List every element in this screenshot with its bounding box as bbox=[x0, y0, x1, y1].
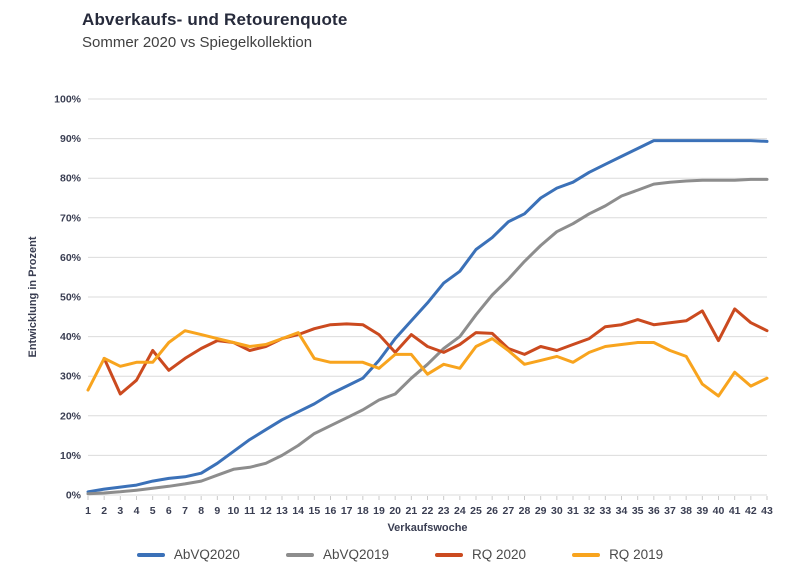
x-tick-label: 6 bbox=[166, 505, 172, 517]
y-tick-label: 40% bbox=[60, 331, 82, 343]
legend-swatch bbox=[285, 552, 314, 557]
x-tick-label: 32 bbox=[583, 505, 595, 517]
series-line-rq-2020 bbox=[102, 307, 769, 396]
x-tick-label: 42 bbox=[745, 505, 757, 517]
legend-label: RQ 2019 bbox=[609, 547, 664, 562]
x-tick-label: 16 bbox=[325, 505, 337, 517]
legend-swatch bbox=[136, 552, 165, 557]
x-tick-label: 27 bbox=[502, 505, 514, 517]
series-line-abvq2020 bbox=[86, 139, 769, 494]
x-tick-label: 43 bbox=[761, 505, 773, 517]
x-tick-label: 17 bbox=[341, 505, 353, 517]
y-tick-label: 60% bbox=[60, 252, 82, 264]
chart-title: Abverkaufs- und Retourenquote bbox=[82, 10, 348, 29]
legend-label: AbVQ2020 bbox=[173, 547, 240, 562]
x-tick-label: 33 bbox=[599, 505, 611, 517]
x-tick-label: 10 bbox=[228, 505, 240, 517]
chart-subtitle: Sommer 2020 vs Spiegelkollektion bbox=[82, 34, 313, 51]
chart-legend: AbVQ2020 AbVQ2019 RQ 2020 RQ 2019 bbox=[0, 547, 800, 562]
x-tick-label: 34 bbox=[616, 505, 628, 517]
x-tick-label: 3 bbox=[117, 505, 123, 517]
y-tick-label: 20% bbox=[60, 410, 82, 422]
legend-label: AbVQ2019 bbox=[322, 547, 390, 562]
x-tick-label: 37 bbox=[664, 505, 676, 517]
x-tick-label: 35 bbox=[632, 505, 644, 517]
legend-item-rq-2020: RQ 2020 bbox=[435, 547, 526, 562]
chart-header: Abverkaufs- und Retourenquote Sommer 202… bbox=[82, 10, 348, 51]
x-tick-label: 29 bbox=[535, 505, 547, 517]
y-axis-title: Entwicklung in Prozent bbox=[27, 236, 39, 357]
x-tick-label: 22 bbox=[422, 505, 434, 517]
x-tick-label: 8 bbox=[198, 505, 204, 517]
x-tick-label: 31 bbox=[567, 505, 579, 517]
x-tick-label: 41 bbox=[729, 505, 741, 517]
x-tick-label: 26 bbox=[486, 505, 498, 517]
x-tick-label: 11 bbox=[244, 505, 255, 517]
y-tick-label: 50% bbox=[60, 292, 82, 304]
x-tick-label: 5 bbox=[150, 505, 156, 517]
x-tick-label: 7 bbox=[182, 505, 188, 517]
x-tick-label: 9 bbox=[214, 505, 220, 517]
y-tick-label: 80% bbox=[60, 173, 82, 185]
x-tick-label: 20 bbox=[389, 505, 401, 517]
legend-label: RQ 2020 bbox=[472, 547, 527, 562]
x-tick-label: 39 bbox=[696, 505, 708, 517]
x-tick-label: 28 bbox=[519, 505, 531, 517]
legend-swatch bbox=[435, 552, 464, 557]
x-tick-label: 38 bbox=[680, 505, 692, 517]
y-tick-label: 10% bbox=[60, 450, 82, 462]
series-line-abvq2019 bbox=[86, 177, 769, 496]
x-tick-label: 2 bbox=[101, 505, 107, 517]
x-tick-label: 21 bbox=[405, 505, 417, 517]
x-tick-label: 14 bbox=[292, 505, 304, 517]
y-tick-label: 90% bbox=[60, 133, 82, 145]
x-axis-title: Verkaufswoche bbox=[387, 522, 467, 534]
x-tick-label: 1 bbox=[85, 505, 91, 517]
x-tick-label: 18 bbox=[357, 505, 369, 517]
legend-swatch bbox=[572, 552, 601, 557]
x-tick-label: 36 bbox=[648, 505, 660, 517]
x-tick-label: 24 bbox=[454, 505, 466, 517]
x-tick-label: 13 bbox=[276, 505, 288, 517]
x-tick-label: 12 bbox=[260, 505, 272, 517]
x-tick-label: 40 bbox=[713, 505, 725, 517]
x-tick-label: 19 bbox=[373, 505, 385, 517]
x-tick-label: 23 bbox=[438, 505, 450, 517]
line-chart: 0%10%20%30%40%50%60%70%80%90%100%1 2 3 4 5 6 7… bbox=[27, 94, 773, 535]
x-tick-label: 4 bbox=[134, 505, 140, 517]
legend-item-abvq2020: AbVQ2020 bbox=[136, 547, 240, 562]
legend-item-abvq2019: AbVQ2019 bbox=[285, 547, 390, 562]
legend-item-rq-2019: RQ 2019 bbox=[572, 547, 663, 562]
x-tick-label: 25 bbox=[470, 505, 482, 517]
y-tick-label: 70% bbox=[60, 212, 82, 224]
y-tick-label: 0% bbox=[66, 490, 82, 502]
y-tick-label: 30% bbox=[60, 371, 82, 383]
series-line-rq-2019 bbox=[86, 329, 769, 398]
y-tick-label: 100% bbox=[54, 94, 82, 106]
x-tick-label: 30 bbox=[551, 505, 563, 517]
x-tick-label: 15 bbox=[308, 505, 320, 517]
